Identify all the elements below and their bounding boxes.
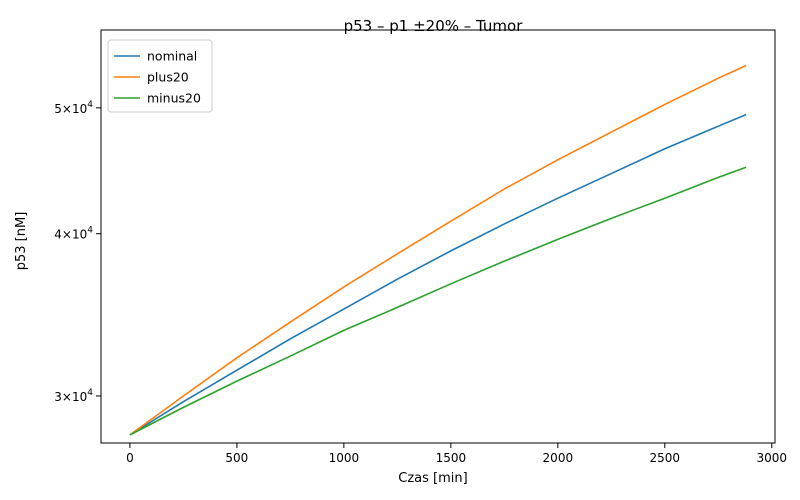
legend: nominal plus20 minus20 bbox=[107, 39, 213, 113]
series-line-nominal bbox=[129, 113, 747, 436]
plot-area bbox=[100, 29, 776, 444]
y-tick-label-0: 3×104 bbox=[54, 388, 93, 404]
y-tick-label-2: 5×104 bbox=[54, 100, 93, 116]
x-tick-label-3: 1500 bbox=[436, 451, 467, 465]
legend-label-minus20: minus20 bbox=[147, 91, 201, 106]
x-tick-label-0: 0 bbox=[126, 451, 134, 465]
x-axis: 0 500 1000 1500 2000 2500 3000 bbox=[126, 443, 787, 465]
x-tick-label-6: 3000 bbox=[757, 451, 788, 465]
plot-frame bbox=[100, 29, 776, 444]
legend-box bbox=[107, 39, 213, 113]
x-tick-label-4: 2000 bbox=[543, 451, 574, 465]
y-axis: 3×104 4×104 5×104 bbox=[54, 100, 101, 404]
legend-label-plus20: plus20 bbox=[147, 70, 189, 85]
y-tick-label-1: 4×104 bbox=[54, 226, 93, 242]
chart-title: p53 – p1 ±20% – Tumor bbox=[344, 17, 524, 35]
x-tick-label-5: 2500 bbox=[650, 451, 681, 465]
x-tick-label-2: 1000 bbox=[329, 451, 360, 465]
x-tick-label-1: 500 bbox=[225, 451, 248, 465]
series-line-minus20 bbox=[129, 166, 747, 436]
x-axis-label: Czas [min] bbox=[398, 471, 467, 486]
y-axis-label: p53 [nM] bbox=[14, 212, 29, 271]
legend-label-nominal: nominal bbox=[147, 49, 197, 64]
series-line-plus20 bbox=[129, 64, 747, 436]
